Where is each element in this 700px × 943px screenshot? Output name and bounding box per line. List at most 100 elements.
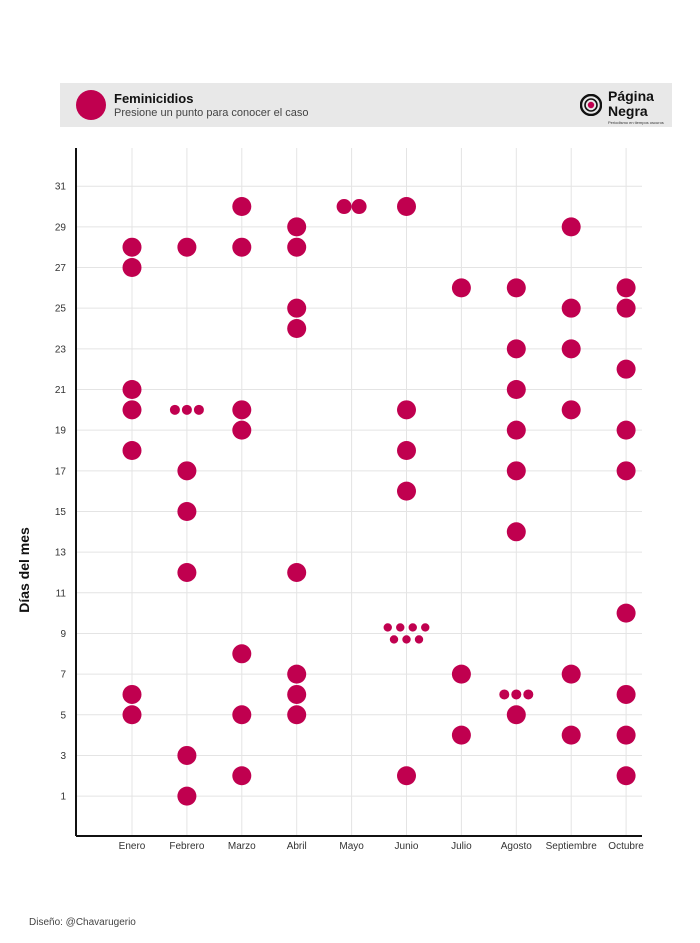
data-point bbox=[499, 689, 510, 700]
data-point bbox=[397, 481, 416, 501]
data-point bbox=[506, 278, 526, 298]
data-point bbox=[451, 725, 471, 745]
data-point bbox=[287, 319, 307, 339]
data-point bbox=[122, 258, 142, 278]
data-point bbox=[122, 440, 142, 460]
axes bbox=[75, 148, 642, 837]
data-point bbox=[397, 400, 416, 420]
data-point bbox=[506, 339, 526, 359]
grid-lines bbox=[76, 148, 642, 836]
data-point bbox=[616, 359, 636, 379]
data-point bbox=[287, 237, 307, 257]
x-tick-label: Febrero bbox=[169, 841, 204, 852]
y-tick-label: 17 bbox=[55, 466, 67, 477]
data-point bbox=[616, 278, 636, 298]
data-point bbox=[561, 339, 581, 359]
data-point bbox=[451, 278, 471, 298]
data-point bbox=[232, 400, 252, 420]
data-point bbox=[177, 562, 197, 582]
design-credit: Diseño: @Chavarugerio bbox=[29, 917, 136, 928]
data-point bbox=[616, 766, 636, 786]
y-tick-label: 9 bbox=[60, 629, 66, 640]
logo-word-pagina: Página bbox=[608, 88, 654, 104]
data-point bbox=[122, 400, 142, 420]
data-point bbox=[616, 603, 636, 623]
y-tick-label: 29 bbox=[55, 222, 67, 233]
data-point bbox=[389, 635, 399, 644]
y-tick-label: 11 bbox=[56, 588, 67, 599]
data-point bbox=[351, 199, 367, 215]
data-point bbox=[232, 766, 252, 786]
y-tick-label: 25 bbox=[55, 304, 67, 315]
data-point bbox=[402, 635, 411, 644]
data-point bbox=[396, 623, 405, 632]
data-point bbox=[287, 217, 307, 237]
y-tick-label: 1 bbox=[60, 792, 66, 803]
data-point bbox=[561, 400, 581, 420]
data-point bbox=[561, 298, 581, 318]
data-point bbox=[232, 644, 252, 664]
x-tick-label: Junio bbox=[395, 841, 419, 852]
legend-subtitle: Presione un punto para conocer el caso bbox=[114, 107, 309, 119]
data-point bbox=[397, 766, 416, 786]
data-point bbox=[523, 689, 534, 700]
data-point bbox=[383, 623, 392, 632]
data-point bbox=[287, 664, 307, 684]
logo-tagline: Periodismo en tiempos oscuros bbox=[608, 120, 664, 125]
y-tick-label: 27 bbox=[55, 263, 67, 274]
data-point bbox=[122, 705, 142, 725]
y-tick-label: 19 bbox=[55, 426, 67, 437]
data-point bbox=[177, 501, 197, 521]
y-tick-label: 5 bbox=[60, 710, 66, 721]
y-tick-label: 31 bbox=[55, 182, 67, 193]
data-point bbox=[232, 420, 252, 440]
y-tick-label: 3 bbox=[60, 751, 66, 762]
y-tick-label: 21 bbox=[55, 385, 67, 396]
data-point bbox=[193, 404, 204, 415]
data-point bbox=[177, 745, 197, 765]
data-point bbox=[177, 786, 197, 806]
data-point bbox=[616, 298, 636, 318]
data-point bbox=[232, 237, 252, 257]
legend-title: Feminicidios bbox=[114, 91, 194, 106]
data-point bbox=[616, 725, 636, 745]
data-point bbox=[616, 684, 636, 704]
y-axis-label: Días del mes bbox=[16, 527, 32, 613]
x-tick-label: Marzo bbox=[228, 841, 256, 852]
legend-bar: Feminicidios Presione un punto para cono… bbox=[60, 83, 672, 127]
data-point bbox=[408, 623, 417, 632]
data-point bbox=[122, 380, 142, 399]
pagina-negra-logo[interactable]: Página Negra Periodismo en tiempos oscur… bbox=[580, 88, 664, 125]
data-point bbox=[336, 199, 352, 215]
data-points bbox=[122, 197, 636, 806]
x-tick-label: Julio bbox=[451, 841, 472, 852]
data-point bbox=[177, 461, 197, 481]
data-point bbox=[122, 237, 142, 257]
data-point bbox=[122, 684, 142, 704]
y-tick-label: 15 bbox=[55, 507, 67, 518]
data-point bbox=[561, 664, 581, 684]
data-point bbox=[169, 404, 180, 415]
x-tick-label: Enero bbox=[119, 841, 146, 852]
data-point bbox=[616, 461, 636, 481]
x-tick-label: Mayo bbox=[339, 841, 364, 852]
data-point bbox=[506, 461, 526, 481]
logo-ring-icon bbox=[580, 94, 602, 116]
data-point bbox=[616, 420, 636, 440]
data-point bbox=[177, 237, 197, 257]
data-point bbox=[506, 380, 526, 399]
data-point bbox=[561, 725, 581, 745]
data-point bbox=[287, 705, 307, 725]
x-tick-labels: Enero Febrero Marzo Abril Mayo Junio Julio Agos… bbox=[119, 841, 645, 852]
data-point bbox=[511, 689, 522, 700]
x-tick-label: Septiembre bbox=[546, 841, 598, 852]
data-point bbox=[397, 440, 416, 460]
data-point bbox=[506, 420, 526, 440]
y-tick-label: 7 bbox=[60, 670, 66, 681]
data-point bbox=[181, 404, 192, 415]
data-point bbox=[506, 522, 526, 542]
data-point bbox=[451, 664, 471, 684]
x-tick-label: Agosto bbox=[501, 841, 533, 852]
